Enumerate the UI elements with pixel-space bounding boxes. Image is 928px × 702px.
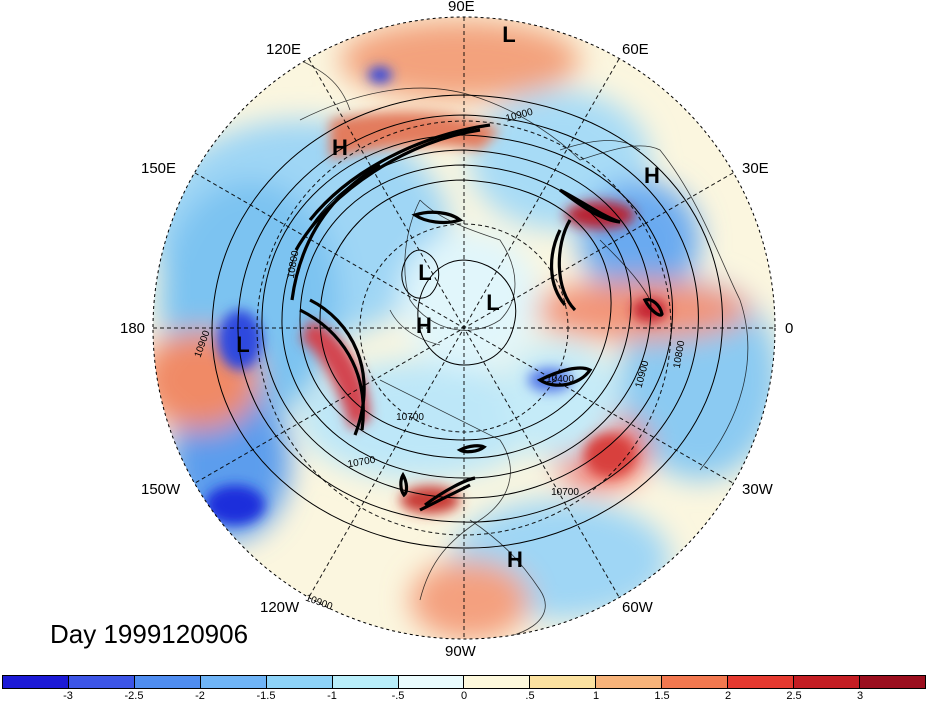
colorbar-segment <box>332 676 399 688</box>
pressure-marker-l: L <box>418 260 431 285</box>
contour-label: 10700 <box>347 455 377 471</box>
lon-label-150w: 150W <box>141 481 181 498</box>
contour-label: 10400 <box>546 374 574 385</box>
colorbar-tick-label: -.5 <box>391 690 405 702</box>
map-title: Day 1999120906 <box>50 619 249 649</box>
lon-label-30e: 30E <box>742 160 769 177</box>
colorbar-tick-label: -3 <box>63 690 73 702</box>
colorbar-segment <box>530 676 597 688</box>
lon-label-120e: 120E <box>266 41 302 58</box>
colorbar-segment <box>728 676 795 688</box>
colorbar-tick-label: .5 <box>525 690 535 702</box>
colorbar-tick-label: 2 <box>724 690 732 702</box>
lon-label-0: 0 <box>785 320 794 337</box>
colorbar-segment <box>464 676 531 688</box>
pressure-marker-h: H <box>416 313 432 338</box>
colorbar-tick-label: 1 <box>592 690 600 702</box>
colorbar-ticks: -3 -2.5 -2 -1.5 -1 -.5 0 .5 1 1.5 2 2.5 3 <box>2 690 926 702</box>
pressure-marker-h: H <box>332 135 348 160</box>
colorbar-tick-label: 2.5 <box>786 690 802 702</box>
colorbar-tick-label: -1 <box>327 690 337 702</box>
pressure-marker-l: L <box>236 332 249 357</box>
lon-label-60e: 60E <box>622 41 649 58</box>
colorbar-tick-label: -2.5 <box>124 690 144 702</box>
anomaly-field <box>153 17 775 639</box>
colorbar-tick-label: -1.5 <box>256 690 276 702</box>
pressure-marker-h: H <box>644 163 660 188</box>
colorbar-segment <box>398 676 465 688</box>
lon-label-150e: 150E <box>141 160 177 177</box>
lon-label-30w: 30W <box>742 481 773 498</box>
lon-label-60w: 60W <box>622 599 653 616</box>
contour-label: 10700 <box>551 487 579 498</box>
pressure-marker-l: L <box>486 290 499 315</box>
colorbar-segment <box>662 676 729 688</box>
colorbar-tick-label: 0 <box>460 690 468 702</box>
map-boundary <box>152 16 776 640</box>
pressure-marker-h: H <box>507 547 523 572</box>
graticule <box>153 17 775 639</box>
lon-label-180: 180 <box>120 320 146 337</box>
colorbar-tick-label: 1.5 <box>654 690 670 702</box>
colorbar <box>2 675 926 689</box>
contour-label: 10800 <box>286 249 302 279</box>
pressure-marker-l: L <box>502 22 515 47</box>
lon-label-120w: 120W <box>260 599 300 616</box>
contour-label: 10700 <box>396 412 424 423</box>
colorbar-segment <box>68 676 135 688</box>
colorbar-segment <box>134 676 201 688</box>
colorbar-segment <box>266 676 333 688</box>
colorbar-segment <box>3 676 69 688</box>
colorbar-segment <box>596 676 663 688</box>
colorbar-segment <box>859 676 925 688</box>
colorbar-segment <box>794 676 860 688</box>
contour-label: 10800 <box>672 339 688 369</box>
colorbar-tick-label: -2 <box>195 690 205 702</box>
colorbar-tick-label: 3 <box>856 690 864 702</box>
lon-label-90e: 90E <box>448 0 475 15</box>
colorbar-segment <box>200 676 267 688</box>
lon-label-90w: 90W <box>445 643 476 660</box>
